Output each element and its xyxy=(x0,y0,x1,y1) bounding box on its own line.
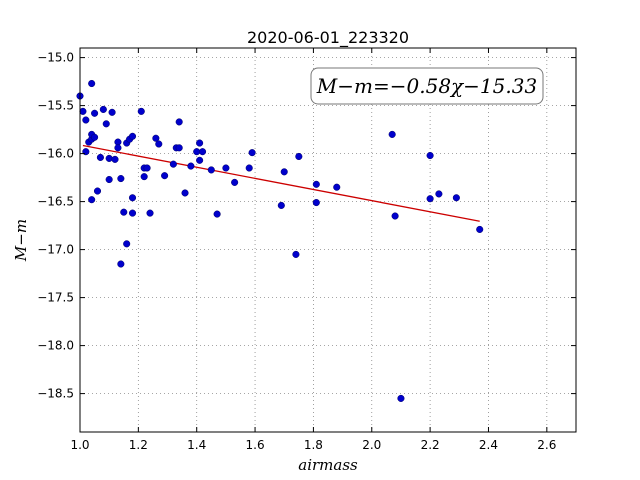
data-point xyxy=(245,164,253,172)
x-tick-label: 2.2 xyxy=(421,438,440,452)
data-point xyxy=(143,164,151,172)
data-point xyxy=(91,133,99,141)
data-point xyxy=(277,201,285,209)
data-point xyxy=(426,151,434,160)
data-point xyxy=(117,175,125,183)
data-point xyxy=(128,194,137,202)
data-point xyxy=(96,153,104,161)
y-tick-label: −16.0 xyxy=(37,147,74,161)
data-point xyxy=(88,196,96,204)
data-point xyxy=(88,79,96,88)
plot-area xyxy=(80,48,576,432)
data-point xyxy=(175,144,183,152)
data-point xyxy=(452,194,460,202)
data-point xyxy=(187,162,195,170)
data-point xyxy=(295,152,303,161)
y-tick-label: −15.0 xyxy=(37,51,74,65)
data-point xyxy=(161,172,169,180)
data-point xyxy=(231,178,239,186)
y-tick-label: −16.5 xyxy=(37,195,74,209)
data-point xyxy=(169,160,177,168)
data-point xyxy=(155,140,163,148)
fit-line-layer xyxy=(82,144,480,222)
data-point xyxy=(312,180,320,188)
y-tick-label: −17.0 xyxy=(37,243,74,257)
data-point xyxy=(388,130,396,138)
data-point xyxy=(146,209,154,217)
data-point xyxy=(93,187,102,195)
data-point xyxy=(198,148,207,156)
data-point xyxy=(435,190,443,198)
y-axis-label: M−m xyxy=(12,219,30,262)
data-point xyxy=(128,209,137,217)
data-point xyxy=(120,208,128,216)
y-tick-label: −18.5 xyxy=(37,387,74,401)
data-point xyxy=(397,394,405,402)
y-axis-ticks: −15.0 −15.5 −16.0 −16.5 −17.0 −17.5 −18.0 −18.5 xyxy=(37,51,576,401)
data-point xyxy=(82,116,90,124)
data-point xyxy=(213,210,221,218)
data-point xyxy=(292,250,300,258)
data-point xyxy=(91,109,99,117)
data-point xyxy=(79,107,87,115)
fit-equation-legend: M−m=−0.58χ−15.33 xyxy=(310,67,544,105)
data-point xyxy=(391,212,399,220)
data-point xyxy=(105,175,113,184)
data-point xyxy=(175,118,183,126)
x-axis-label: airmass xyxy=(298,456,358,474)
legend-box xyxy=(310,67,544,105)
plot-border xyxy=(79,47,577,433)
data-point xyxy=(111,155,119,163)
fit-line xyxy=(82,144,480,222)
x-tick-label: 1.6 xyxy=(246,438,265,452)
y-tick-label: −17.5 xyxy=(37,291,74,305)
data-point xyxy=(196,156,204,164)
data-point xyxy=(102,120,110,128)
fit-equation: M−m=−0.58χ−15.33 xyxy=(316,74,537,98)
x-axis-ticks: 1.0 1.2 1.4 1.6 1.8 2.0 2.2 2.4 2.6 xyxy=(70,48,556,452)
data-point xyxy=(99,105,107,113)
data-point xyxy=(117,260,125,268)
data-point xyxy=(248,149,256,157)
chart-title: 2020-06-01_223320 xyxy=(247,28,409,48)
x-tick-label: 2.4 xyxy=(479,438,498,452)
data-point xyxy=(426,195,434,203)
y-tick-label: −15.5 xyxy=(37,99,74,113)
x-tick-label: 1.4 xyxy=(187,438,206,452)
y-tick-label: −18.0 xyxy=(37,339,74,353)
data-point xyxy=(140,173,148,181)
data-point xyxy=(280,168,288,176)
data-point xyxy=(128,132,137,140)
data-point xyxy=(476,225,484,233)
data-point xyxy=(196,139,204,147)
grid-lines xyxy=(79,48,576,432)
data-point xyxy=(137,107,145,115)
data-point xyxy=(222,164,230,172)
x-tick-label: 1.2 xyxy=(129,438,148,452)
x-tick-label: 1.0 xyxy=(70,438,89,452)
data-point xyxy=(114,144,122,152)
x-tick-label: 2.6 xyxy=(537,438,556,452)
data-point xyxy=(152,134,160,142)
data-point xyxy=(312,199,320,207)
data-point xyxy=(123,240,131,248)
data-point xyxy=(108,108,116,116)
data-point xyxy=(333,183,341,191)
data-point xyxy=(207,166,215,174)
x-tick-label: 1.8 xyxy=(304,438,323,452)
data-point xyxy=(181,189,189,197)
data-point xyxy=(105,154,113,162)
x-tick-label: 2.0 xyxy=(362,438,381,452)
